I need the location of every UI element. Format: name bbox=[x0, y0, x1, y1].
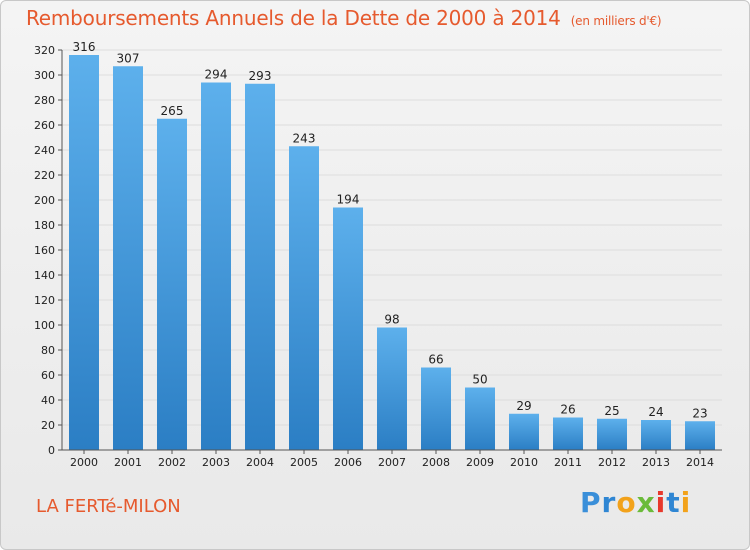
chart-title-text: Remboursements Annuels de la Dette de 20… bbox=[26, 6, 561, 30]
bar-2010 bbox=[509, 413, 539, 450]
value-label-2014: 23 bbox=[692, 406, 707, 420]
value-label-2005: 243 bbox=[293, 131, 316, 145]
x-tick-label-2003: 2003 bbox=[202, 456, 230, 469]
y-tick-label: 40 bbox=[41, 394, 55, 407]
y-tick-label: 100 bbox=[34, 319, 55, 332]
y-tick-label: 120 bbox=[34, 294, 55, 307]
y-tick-label: 180 bbox=[34, 219, 55, 232]
value-label-2006: 194 bbox=[337, 193, 360, 207]
bar-2007 bbox=[377, 327, 407, 450]
value-label-2002: 265 bbox=[161, 104, 184, 118]
bars: 316 307 265 294 293 243 194 98 66 50 29 26 25 24 23 bbox=[69, 40, 715, 450]
logo-letter: i bbox=[655, 486, 667, 519]
y-tick-label: 160 bbox=[34, 244, 55, 257]
bar-2014 bbox=[685, 421, 715, 450]
x-tick-label-2002: 2002 bbox=[158, 456, 186, 469]
y-tick-label: 0 bbox=[48, 444, 55, 457]
y-tick-label: 20 bbox=[41, 419, 55, 432]
x-tick-label-2013: 2013 bbox=[642, 456, 670, 469]
x-tick-label-2006: 2006 bbox=[334, 456, 362, 469]
axes: 0 20 40 60 80 100 120 140 160 180 200 220 240 260 280 3… bbox=[34, 44, 722, 469]
bar-2003 bbox=[201, 82, 231, 450]
bar-2002 bbox=[157, 118, 187, 450]
value-label-2003: 294 bbox=[205, 68, 228, 82]
bar-2006 bbox=[333, 207, 363, 450]
value-label-2011: 26 bbox=[560, 403, 575, 417]
bar-2011 bbox=[553, 417, 583, 450]
x-tick-label-2008: 2008 bbox=[422, 456, 450, 469]
y-tick-label: 140 bbox=[34, 269, 55, 282]
y-tick-label: 300 bbox=[34, 69, 55, 82]
bar-2009 bbox=[465, 387, 495, 450]
bar-2001 bbox=[113, 66, 143, 450]
x-tick-label-2012: 2012 bbox=[598, 456, 626, 469]
y-tick-label: 320 bbox=[34, 44, 55, 57]
value-label-2004: 293 bbox=[249, 69, 272, 83]
y-tick-label: 220 bbox=[34, 169, 55, 182]
value-label-2000: 316 bbox=[73, 40, 96, 54]
y-tick-label: 200 bbox=[34, 194, 55, 207]
y-tick-label: 280 bbox=[34, 94, 55, 107]
logo-letter: r bbox=[601, 486, 617, 519]
x-tick-label-2010: 2010 bbox=[510, 456, 538, 469]
logo-letter: P bbox=[580, 486, 602, 519]
chart-unit: (en milliers d'€) bbox=[570, 14, 662, 28]
logo-letter: t bbox=[666, 486, 681, 519]
bar-2008 bbox=[421, 367, 451, 450]
y-tick-label: 60 bbox=[41, 369, 55, 382]
value-label-2008: 66 bbox=[428, 353, 443, 367]
value-label-2007: 98 bbox=[384, 313, 399, 327]
value-label-2001: 307 bbox=[117, 51, 140, 65]
proxiti-logo: Proxiti bbox=[580, 486, 691, 519]
location-label: LA FERTé-MILON bbox=[36, 496, 181, 517]
bar-2005 bbox=[289, 146, 319, 450]
logo-letter: x bbox=[636, 486, 656, 519]
x-tick-label-2011: 2011 bbox=[554, 456, 582, 469]
x-tick-label-2005: 2005 bbox=[290, 456, 318, 469]
bar-2000 bbox=[69, 55, 99, 450]
x-tick-label-2000: 2000 bbox=[70, 456, 98, 469]
x-tick-label-2014: 2014 bbox=[686, 456, 714, 469]
logo-letter: o bbox=[616, 486, 637, 519]
y-tick-label: 260 bbox=[34, 119, 55, 132]
bar-2004 bbox=[245, 83, 275, 450]
logo-letter: i bbox=[680, 486, 692, 519]
y-tick-label: 240 bbox=[34, 144, 55, 157]
y-tick-label: 80 bbox=[41, 344, 55, 357]
bar-2013 bbox=[641, 420, 671, 450]
chart-title: Remboursements Annuels de la Dette de 20… bbox=[26, 6, 662, 30]
x-tick-label-2007: 2007 bbox=[378, 456, 406, 469]
x-tick-label-2001: 2001 bbox=[114, 456, 142, 469]
value-label-2010: 29 bbox=[516, 399, 531, 413]
value-label-2013: 24 bbox=[648, 405, 663, 419]
x-tick-label-2009: 2009 bbox=[466, 456, 494, 469]
value-label-2012: 25 bbox=[604, 404, 619, 418]
x-tick-label-2004: 2004 bbox=[246, 456, 274, 469]
value-label-2009: 50 bbox=[472, 373, 487, 387]
bar-2012 bbox=[597, 418, 627, 450]
